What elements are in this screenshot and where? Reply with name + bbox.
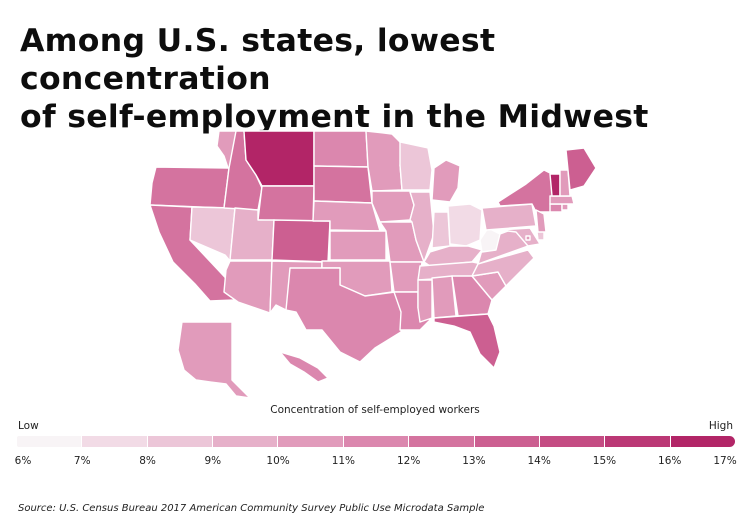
legend-color-scale <box>17 436 735 447</box>
state-ri <box>561 203 569 211</box>
legend-low-label: Low <box>18 420 39 432</box>
source-note: Source: U.S. Census Bureau 2017 American… <box>18 503 485 514</box>
legend-tick-label: 15% <box>592 455 617 467</box>
legend-swatch <box>278 436 343 447</box>
state-ks <box>329 230 387 261</box>
legend-tick-label: 11% <box>331 455 356 467</box>
state-ct <box>549 203 563 213</box>
state-wv <box>479 227 501 253</box>
state-nh <box>559 169 571 197</box>
state-hi <box>279 351 329 383</box>
state-sd <box>313 165 373 204</box>
legend-swatch <box>670 436 735 447</box>
state-ms <box>417 279 433 323</box>
legend-tick-label: 9% <box>204 455 222 467</box>
state-ma <box>549 195 575 205</box>
legend-swatch <box>17 436 82 447</box>
legend-title: Concentration of self-employed workers <box>270 404 480 416</box>
legend-swatch <box>213 436 278 447</box>
legend-swatch <box>474 436 539 447</box>
state-ga <box>451 275 493 317</box>
state-or <box>149 166 230 209</box>
legend-swatch <box>147 436 213 447</box>
state-mi <box>431 159 461 203</box>
legend-tick-label: 13% <box>462 455 486 467</box>
legend-tick-label: 10% <box>266 455 290 467</box>
legend-swatch <box>82 436 147 447</box>
state-in <box>431 211 451 249</box>
legend-tick-label: 16% <box>658 455 682 467</box>
state-dc <box>525 235 531 241</box>
legend-swatch <box>539 436 605 447</box>
title-line-1: Among U.S. states, lowest concentration <box>20 23 496 97</box>
state-fl <box>433 313 501 369</box>
legend-tick-label: 17% <box>713 455 737 467</box>
legend-high-label: High <box>708 420 733 432</box>
state-shapes <box>149 130 597 399</box>
state-tx <box>285 267 406 363</box>
state-wy <box>257 185 315 223</box>
state-vt <box>549 173 561 197</box>
state-me <box>565 147 597 191</box>
state-nc <box>471 249 535 287</box>
state-md <box>499 227 541 247</box>
state-ak <box>177 321 251 399</box>
legend-swatch <box>605 436 670 447</box>
legend-tick-label: 6% <box>14 455 32 467</box>
state-pa <box>481 203 537 231</box>
legend-tick-label: 7% <box>73 455 91 467</box>
legend-swatch <box>409 436 474 447</box>
title-line-2: of self-employment in the Midwest <box>20 99 649 135</box>
state-az <box>223 260 273 314</box>
state-nj <box>535 209 547 233</box>
legend-tick-label: 8% <box>139 455 156 467</box>
state-nd <box>313 130 369 168</box>
chart-title: Among U.S. states, lowest concentration … <box>20 22 740 136</box>
legend-tick-label: 14% <box>527 455 551 467</box>
state-ar <box>389 261 423 293</box>
state-il <box>409 191 435 263</box>
state-wi <box>399 141 433 191</box>
legend-tick-label: 12% <box>396 455 421 467</box>
state-co <box>271 219 331 263</box>
legend-swatch <box>343 436 409 447</box>
state-ia <box>371 190 415 223</box>
state-oh <box>447 203 483 247</box>
